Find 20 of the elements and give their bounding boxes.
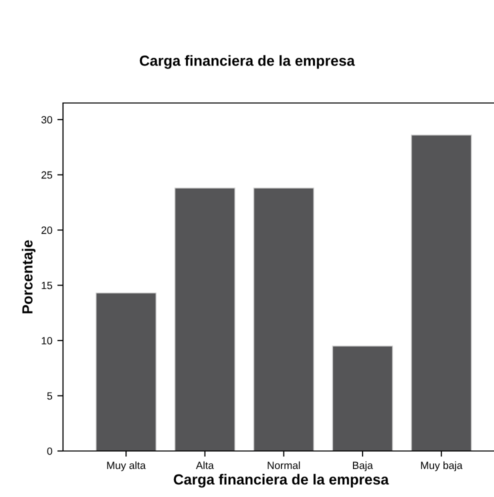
y-tick-label: 5	[47, 392, 52, 400]
x-tick-label: Muy alta	[107, 461, 146, 472]
y-tick-label: 20	[42, 226, 52, 234]
bar	[174, 188, 236, 451]
y-axis-title: Porcentaje	[22, 240, 36, 314]
y-tick-label: 25	[42, 171, 52, 179]
y-tick-label: 30	[41, 116, 52, 124]
x-tick-label: Baja	[352, 461, 373, 472]
bar	[253, 188, 314, 451]
y-tick-label: 10	[42, 337, 52, 344]
y-tick-label: 15	[42, 282, 52, 290]
x-tick-label: Muy baja	[421, 461, 463, 472]
bar	[411, 134, 472, 451]
x-axis-title: Carga financiera de la empresa	[174, 474, 389, 488]
x-tick-label: Alta	[196, 461, 214, 470]
bar	[96, 292, 156, 451]
y-tick-label: 0	[47, 448, 52, 455]
bar	[332, 346, 393, 451]
x-tick-label: Normal	[268, 461, 300, 470]
chart-title: Carga financiera de la empresa	[140, 55, 355, 69]
